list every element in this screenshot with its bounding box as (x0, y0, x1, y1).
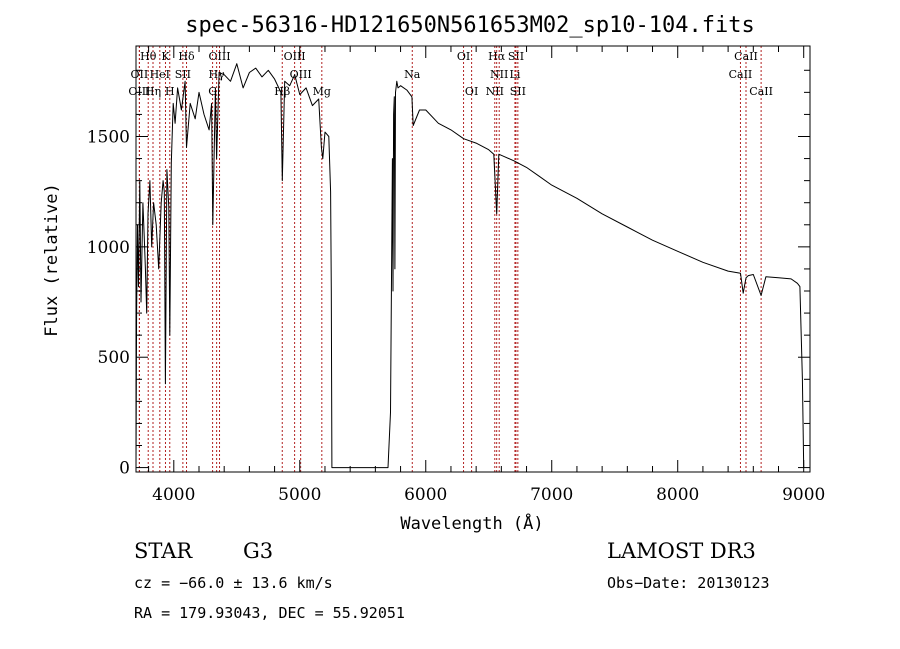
spectral-line-label: G (208, 85, 217, 98)
x-tick-label: 6000 (404, 485, 447, 505)
spectral-line-label: HeI (150, 68, 170, 81)
spectral-line-label: K (161, 50, 170, 63)
spectral-line-label: Na (404, 68, 421, 81)
spectral-line-label: SII (510, 85, 526, 98)
y-tick-label: 1000 (87, 238, 130, 258)
survey-label: LAMOST DR3 (607, 539, 756, 563)
spectral-line-label: NII (486, 85, 504, 98)
coordinates-text: RA = 179.93043, DEC = 55.92051 (134, 604, 405, 622)
spectral-line-label: NII (490, 68, 508, 81)
spectral-line-label: Hβ (274, 85, 290, 98)
spectral-line-label: OIII (208, 50, 230, 63)
spectral-line-label: OI (457, 50, 470, 63)
flux-series-line (135, 63, 805, 469)
x-tick-label: 8000 (656, 485, 699, 505)
plot-frame (135, 45, 811, 473)
object-class: STAR (134, 539, 193, 563)
y-axis-label: Flux (relative) (42, 183, 62, 337)
x-tick-label: 4000 (152, 485, 195, 505)
spectral-line-label: Hη (145, 85, 161, 98)
spectral-line-label: Mg (313, 85, 331, 98)
object-subclass: G3 (243, 539, 274, 563)
redshift-text: cz = −66.0 ± 13.6 km/s (134, 574, 333, 592)
spectral-line-label: CaII (749, 85, 773, 98)
spectral-line-label: SII (175, 68, 191, 81)
spectral-line-label: Hα (488, 50, 506, 63)
y-tick-label: 500 (98, 348, 130, 368)
spectral-line-label: OIII (284, 50, 306, 63)
x-tick-label: 9000 (782, 485, 825, 505)
spectral-line-label: H (165, 85, 175, 98)
spectral-line-label: Hδ (178, 50, 195, 63)
spectral-line-label: SII (508, 50, 524, 63)
y-tick-label: 0 (119, 459, 130, 479)
chart-title: spec-56316-HD121650N561653M02_sp10-104.f… (185, 13, 755, 38)
y-tick-label: 1500 (87, 127, 130, 147)
spectral-line-label: Li (510, 68, 521, 81)
series-layer (135, 63, 805, 469)
spectral-line-label: OI (465, 85, 478, 98)
axes: 4000 5000 6000 7000 8000 9000 0 500 1000 1500 (87, 45, 825, 505)
x-tick-label: 7000 (530, 485, 573, 505)
obs-date: Obs−Date: 20130123 (607, 574, 770, 592)
spectral-line-label: CaII (734, 50, 758, 63)
x-tick-label: 5000 (278, 485, 321, 505)
x-axis-label: Wavelength (Å) (400, 512, 543, 534)
spectral-line-label: OIII (128, 85, 150, 98)
spectral-line-label: CaII (729, 68, 753, 81)
